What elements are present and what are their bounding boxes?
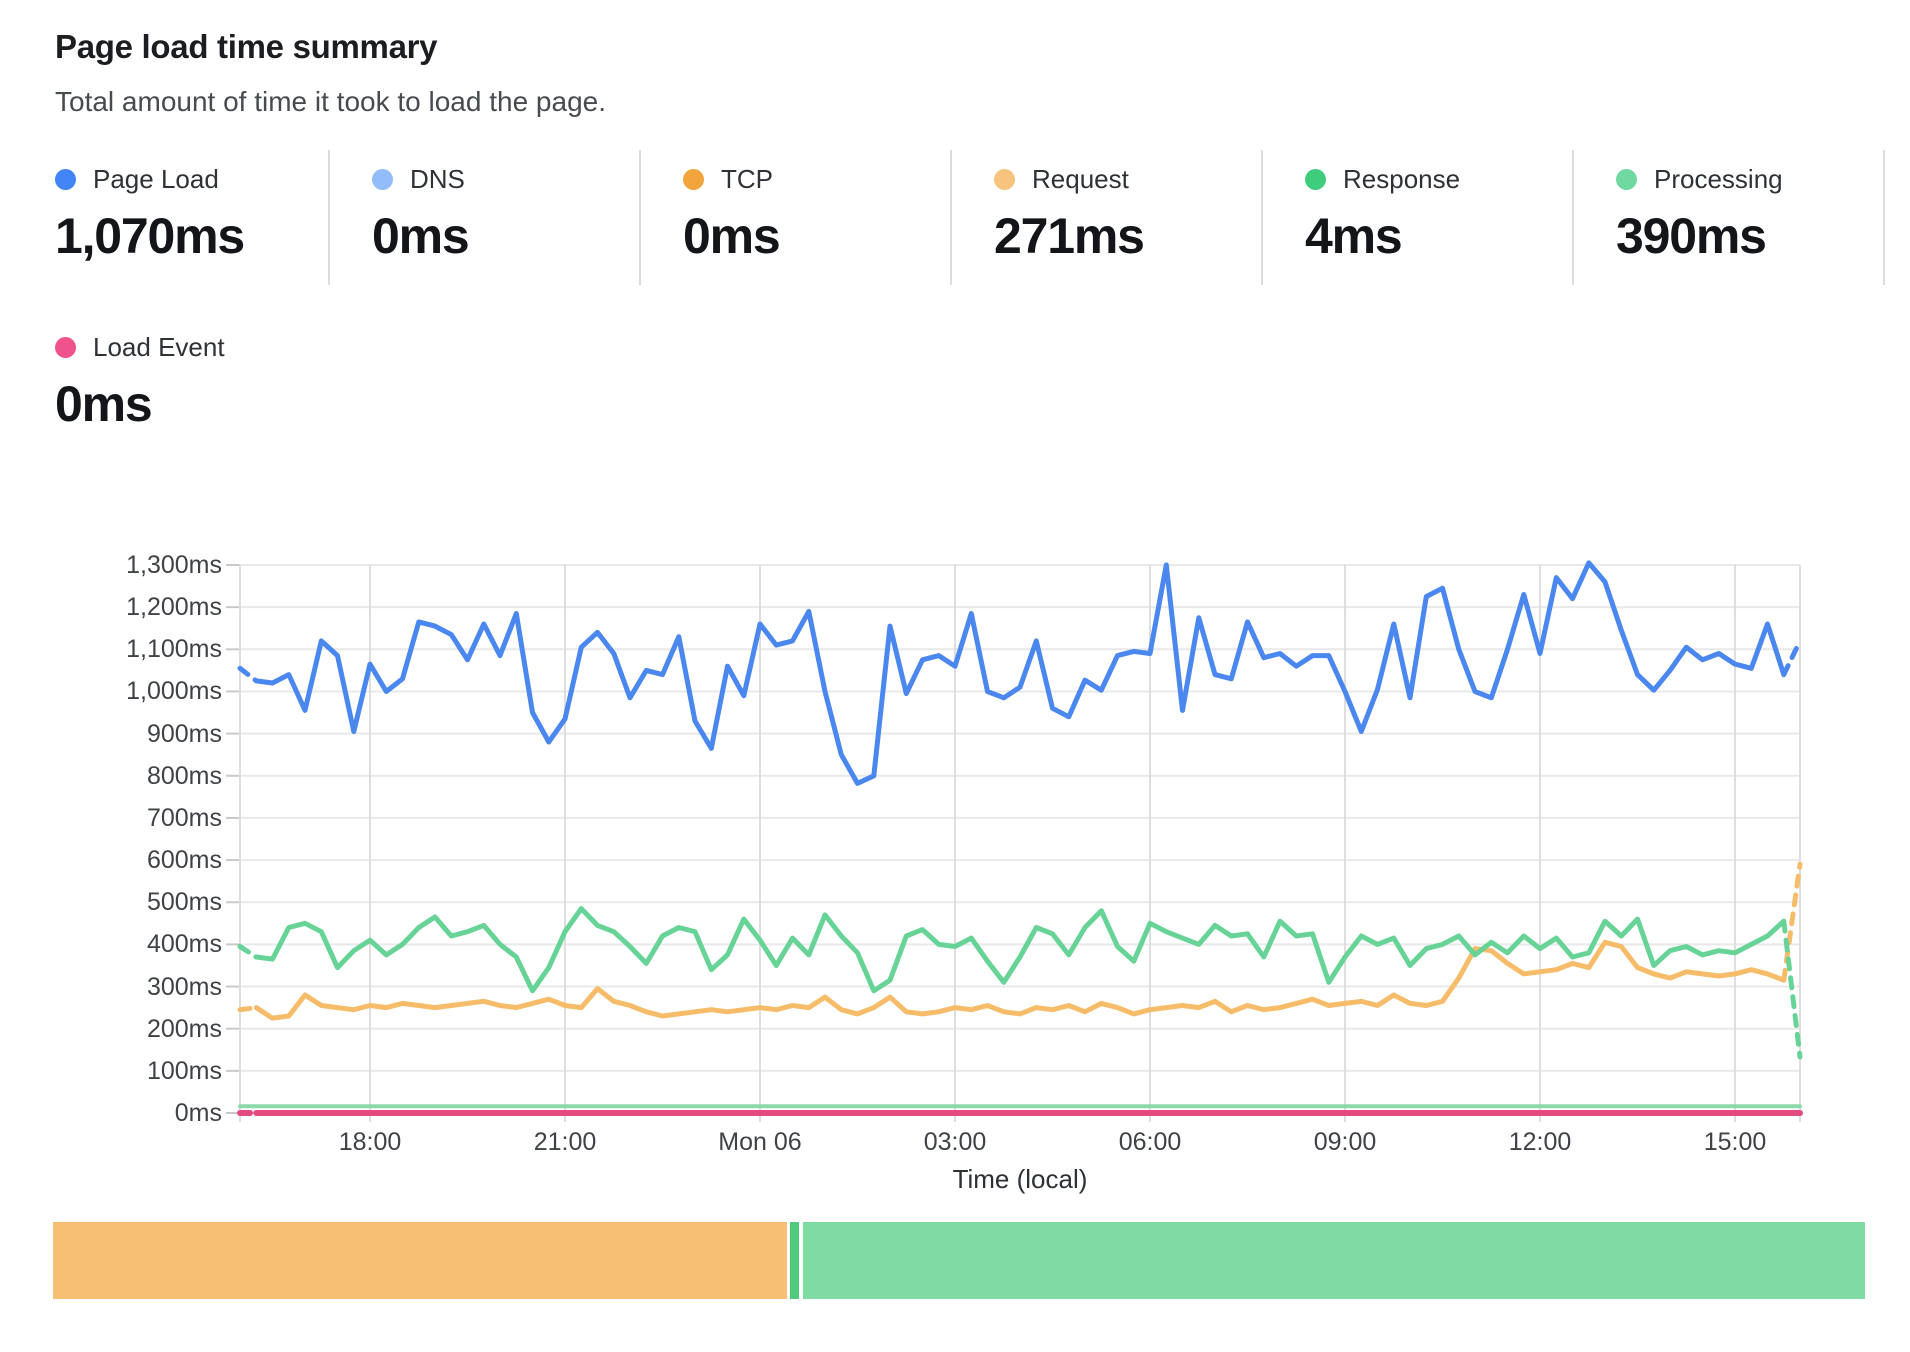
stat-header: TCP [683, 164, 950, 195]
stat-value: 0ms [55, 376, 153, 432]
page-title: Page load time summary [55, 28, 438, 65]
y-axis-label: 700ms [146, 803, 222, 832]
stat-value: 0ms [683, 208, 781, 264]
stat-value: 1,070ms [55, 208, 245, 264]
y-axis-label: 1,100ms [126, 635, 222, 664]
timeline-bar-gap [798, 1222, 803, 1299]
timeline-bar-gap [786, 1222, 790, 1299]
series-processing-dash-end [1781, 918, 1803, 1060]
page-load-dot-icon [55, 169, 76, 190]
timeline-bar-response-share[interactable] [789, 1222, 799, 1299]
stat-dns[interactable]: DNS 0ms [330, 150, 641, 285]
stat-header: Response [1305, 164, 1572, 195]
page-subtitle: Total amount of time it took to load the… [55, 86, 607, 117]
y-axis-label: 900ms [146, 719, 222, 748]
stat-response[interactable]: Response 4ms [1263, 150, 1574, 285]
processing-dot-icon [1616, 169, 1637, 190]
stat-processing[interactable]: Processing 390ms [1574, 150, 1885, 285]
series-request-line [253, 939, 1787, 1021]
x-axis-label: 21:00 [533, 1128, 597, 1156]
y-axis-label: 200ms [146, 1014, 222, 1043]
stat-value: 4ms [1305, 208, 1403, 264]
stat-value: 271ms [994, 208, 1145, 264]
stat-label: DNS [410, 164, 465, 194]
request-dot-icon [994, 169, 1015, 190]
response-dot-icon [1305, 169, 1326, 190]
stat-label: Response [1343, 164, 1461, 194]
x-axis-label: 15:00 [1703, 1128, 1767, 1156]
x-axis-label: 06:00 [1118, 1128, 1182, 1156]
y-axis-label: 600ms [146, 846, 222, 875]
stat-label: Request [1032, 164, 1129, 194]
stat-value: 390ms [1616, 208, 1767, 264]
stat-label: Load Event [93, 332, 225, 362]
y-axis-label: 1,200ms [126, 593, 222, 622]
stat-header: Request [994, 164, 1261, 195]
x-axis-label: Mon 06 [718, 1128, 802, 1156]
series-page-load-dash-end [1781, 638, 1803, 678]
stat-tcp[interactable]: TCP 0ms [641, 150, 952, 285]
stat-label: Page Load [93, 164, 219, 194]
y-axis-label: 1,000ms [126, 677, 222, 706]
load-event-dot-icon [55, 337, 76, 358]
y-axis-label: 800ms [146, 761, 222, 790]
metrics-summary-row-2: Load Event 0ms [19, 318, 330, 453]
dns-dot-icon [372, 169, 393, 190]
x-axis-title: Time (local) [952, 1164, 1088, 1194]
x-axis-label: 18:00 [338, 1128, 402, 1156]
stat-header: DNS [372, 164, 639, 195]
y-axis-label: 400ms [146, 930, 222, 959]
timeline-bar[interactable] [53, 1222, 1865, 1299]
series-request-dash-start [237, 1005, 259, 1013]
series-processing-dash-start [237, 944, 259, 960]
x-axis-label: 03:00 [923, 1128, 987, 1156]
stat-header: Page Load [55, 164, 328, 195]
stat-value: 0ms [372, 208, 470, 264]
tcp-dot-icon [683, 169, 704, 190]
stat-page-load[interactable]: Page Load 1,070ms [19, 150, 330, 285]
series-page-load-dash-start [237, 665, 259, 684]
stat-label: Processing [1654, 164, 1783, 194]
stat-label: TCP [721, 164, 773, 194]
stat-header: Processing [1616, 164, 1883, 195]
stat-header: Load Event [55, 332, 330, 363]
stat-request[interactable]: Request 271ms [952, 150, 1263, 285]
x-axis-label: 09:00 [1313, 1128, 1377, 1156]
y-axis-label: 100ms [146, 1056, 222, 1085]
x-axis-label: 12:00 [1508, 1128, 1572, 1156]
y-axis-label: 0ms [174, 1099, 222, 1127]
series-processing-line [253, 906, 1787, 994]
series-page-load-line [253, 560, 1787, 786]
y-axis-label: 300ms [146, 972, 222, 1001]
timeline-bar-processing-share[interactable] [802, 1222, 1865, 1299]
metrics-summary-row: Page Load 1,070ms DNS 0ms TCP 0ms Request 271ms… [19, 150, 1885, 285]
y-axis-label: 1,300ms [126, 551, 222, 579]
stat-load-event[interactable]: Load Event 0ms [19, 318, 330, 453]
timeline-bar-request-share[interactable] [53, 1222, 787, 1299]
y-axis-label: 500ms [146, 888, 222, 917]
